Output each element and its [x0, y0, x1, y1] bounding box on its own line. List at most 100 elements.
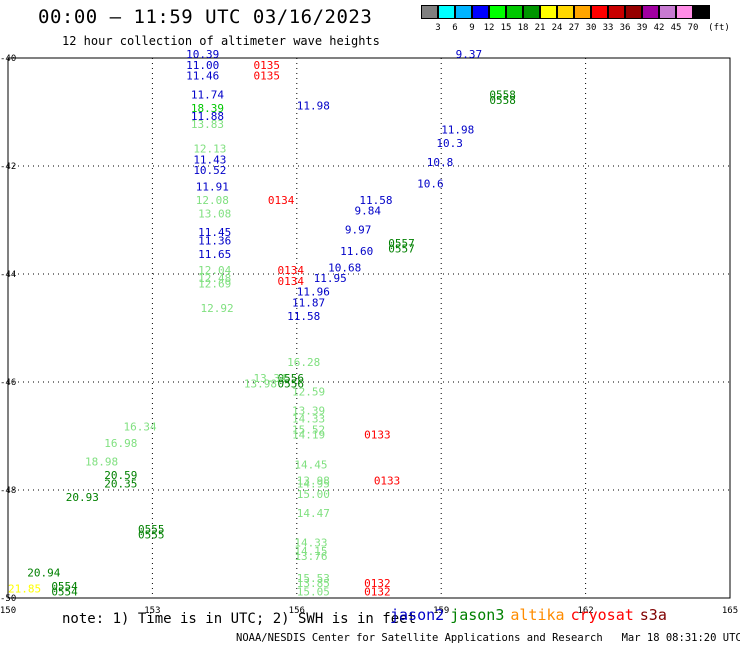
swh-data-label: 0557: [388, 242, 415, 255]
swh-data-label: 0133: [364, 429, 391, 442]
y-tick-label: -50: [0, 594, 16, 604]
swh-data-label: 0557: [388, 237, 415, 250]
swh-data-label: 14.19: [292, 429, 325, 442]
color-swatch: [659, 5, 676, 19]
swh-data-label: 10.68: [328, 261, 361, 274]
x-tick-label: 162: [577, 606, 593, 616]
swh-data-label: 14.45: [294, 458, 327, 471]
swh-data-label: 20.59: [104, 469, 137, 482]
color-scale-label: 30: [585, 23, 597, 33]
swh-data-label: 11.46: [186, 70, 219, 83]
swh-data-label: 11.98: [297, 99, 330, 112]
swh-data-label: 12.08: [196, 194, 229, 207]
swh-data-label: 15.00: [297, 488, 330, 501]
color-scale-label: 39: [636, 23, 648, 33]
color-swatch: [506, 5, 523, 19]
color-swatch: [557, 5, 574, 19]
color-swatch: [540, 5, 557, 19]
swh-data-label: 18.98: [85, 456, 118, 469]
swh-data-label: 16.34: [124, 421, 157, 434]
swh-data-label: 12.13: [193, 143, 226, 156]
swh-data-label: 0135: [253, 70, 279, 83]
swh-data-label: 15.53: [297, 572, 330, 585]
color-swatch: [489, 5, 506, 19]
swh-data-label: 13.08: [198, 207, 231, 220]
color-swatch: [421, 5, 438, 19]
swh-data-label: 13.85: [297, 577, 330, 590]
swh-data-label: 15.05: [297, 585, 330, 598]
swh-data-label: 0554: [51, 580, 78, 593]
swh-data-label: 13.83: [191, 118, 224, 131]
swh-data-label: 11.74: [191, 89, 224, 102]
satellite-legend: jason2 jason3 altika cryosat s3a: [390, 606, 673, 624]
swh-data-label: 11.96: [297, 286, 330, 299]
swh-data-label: 14.47: [297, 507, 330, 520]
color-scale-label: 33: [602, 23, 614, 33]
swh-data-label: 9.37: [456, 48, 483, 61]
color-scale-label: 6: [452, 23, 458, 33]
satellite-legend-item: cryosat: [570, 606, 634, 624]
note-text: note: 1) Time is in UTC; 2) SWH is in fe…: [62, 611, 417, 627]
swh-data-label: 14.33: [292, 413, 325, 426]
swh-data-label: 14.33: [294, 537, 327, 550]
color-swatch: [523, 5, 540, 19]
swh-data-label: 11.98: [441, 124, 474, 137]
swh-data-label: 20.94: [27, 566, 60, 579]
color-scale-label: 70: [687, 23, 699, 33]
swh-data-label: 0558: [489, 94, 516, 107]
color-scale-label: 24: [551, 23, 563, 33]
swh-data-label: 11.91: [196, 180, 229, 193]
swh-data-label: 0132: [364, 585, 391, 598]
swh-data-label: 13.98: [297, 475, 330, 488]
swh-data-label: 11.00: [186, 59, 219, 72]
swh-data-label: 9.84: [355, 205, 382, 218]
swh-data-label: 11.87: [292, 296, 325, 309]
color-scale-label: 27: [568, 23, 580, 33]
swh-data-label: 20.93: [66, 491, 99, 504]
swh-data-label: 12.04: [198, 264, 231, 277]
satellite-legend-item: s3a: [639, 606, 667, 624]
swh-data-label: 0555: [138, 523, 165, 536]
swh-data-label: 13.34: [253, 372, 286, 385]
swh-data-label: 0133: [374, 475, 401, 488]
y-tick-label: -46: [0, 378, 16, 388]
swh-data-label: 0132: [364, 577, 391, 590]
color-swatch: [693, 5, 710, 19]
swh-data-label: 0134: [268, 194, 295, 207]
swh-data-label: 13.98: [244, 377, 277, 390]
swh-data-label: 0135: [253, 59, 279, 72]
color-swatch: [591, 5, 608, 19]
swh-data-label: 11.60: [340, 245, 373, 258]
x-tick-label: 159: [433, 606, 449, 616]
color-scale-label: 12: [483, 23, 495, 33]
color-swatch: [455, 5, 472, 19]
swh-data-label: 11.95: [314, 272, 347, 285]
color-scale-label: 42: [653, 23, 665, 33]
swh-data-label: 13.39: [292, 404, 325, 417]
color-scale-label: 45: [670, 23, 682, 33]
swh-data-label: 0556: [278, 377, 305, 390]
swh-data-label: 20.35: [104, 477, 137, 490]
color-swatch: [608, 5, 625, 19]
swh-data-label: 9.97: [345, 224, 372, 237]
y-tick-label: -42: [0, 162, 16, 172]
color-swatch: [438, 5, 455, 19]
swh-data-label: 0558: [489, 89, 516, 102]
y-tick-label: -40: [0, 54, 16, 64]
y-tick-label: -48: [0, 486, 16, 496]
swh-data-label: 16.98: [104, 437, 137, 450]
swh-data-label: 11.58: [359, 194, 392, 207]
swh-data-label: 14.15: [294, 545, 327, 558]
color-scale-unit: (ft): [708, 23, 730, 33]
y-tick-label: -44: [0, 270, 16, 280]
swh-data-label: 11.43: [193, 153, 226, 166]
footer-credit: NOAA/NESDIS Center for Satellite Applica…: [236, 632, 740, 644]
chart-subtitle: 12 hour collection of altimeter wave hei…: [62, 34, 380, 48]
swh-data-label: 0134: [278, 264, 305, 277]
swh-data-label: 21.85: [8, 583, 41, 596]
swh-data-label: 13.76: [294, 550, 327, 563]
satellite-legend-item: jason2: [390, 606, 445, 624]
swh-data-label: 0556: [278, 372, 305, 385]
swh-data-label: 16.28: [287, 356, 320, 369]
swh-data-label: 10.52: [193, 164, 226, 177]
